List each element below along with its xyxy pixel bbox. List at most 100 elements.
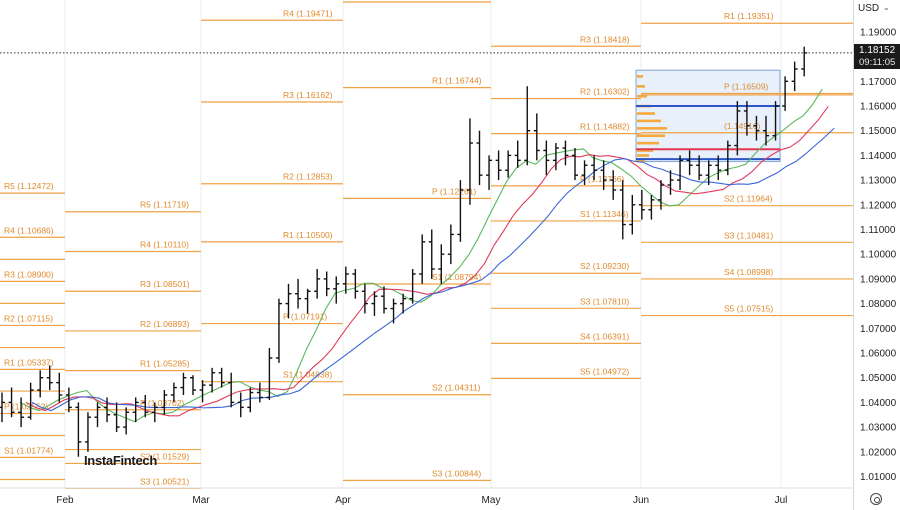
pivot-label: R3 (1.16162) [283,90,333,100]
y-tick-label: 1.15000 [860,126,897,137]
volume-profile-bar [637,159,645,162]
current-price: 1.18152 [859,45,896,56]
ohlc-bar [0,392,5,423]
volume-profile-bar [637,127,667,130]
watermark-logo: InstaFintech [84,453,157,468]
pivot-label: R5 (1.12472) [4,181,54,191]
pivot-label: R1 (1.19351) [724,11,774,21]
volume-profile-bar [637,112,655,115]
y-tick-label: 1.14000 [860,151,897,162]
ohlc-bar [476,130,483,186]
y-tick-label: 1.04000 [860,398,897,409]
ohlc-bar [505,150,512,178]
x-tick-label: Apr [335,495,351,506]
ohlc-bar [581,160,588,186]
price-axis-panel[interactable] [853,0,900,510]
ohlc-bar [715,155,722,181]
pivot-label: R3 (1.08501) [140,279,190,289]
ohlc-bar [170,382,177,403]
ohlc-bar [667,170,674,195]
y-tick-label: 1.02000 [860,447,897,458]
ohlc-bar [686,150,693,176]
pivot-label: R1 (1.10500) [283,230,333,240]
ohlc-bar [199,380,206,403]
ohlc-bar [161,390,168,415]
pivot-label: R1 (1.16744) [432,76,482,86]
ohlc-bar [390,298,397,324]
pivot-label: S1 (1.08794) [432,272,481,282]
y-tick-label: 1.08000 [860,299,897,310]
y-tick-label: 1.13000 [860,176,897,187]
ohlc-bar [763,115,769,146]
ohlc-bar [677,155,684,190]
ohlc-bar [400,293,407,314]
y-tick-label: 1.03000 [860,423,897,434]
pivot-label: R1 (1.05285) [140,359,190,369]
volume-profile-bar [637,154,649,157]
ohlc-bar [791,61,798,92]
ohlc-bar [237,392,244,418]
ohlc-bar [753,115,760,141]
volume-profile-bar [637,85,645,88]
bar-countdown: 09:11:05 [859,57,896,68]
x-tick-label: Jun [633,495,649,506]
pivot-label: R3 (1.18418) [580,34,630,44]
pivot-label: R1 (1.14882) [580,122,630,132]
ohlc-bar [342,266,349,294]
ohlc-bar [18,397,25,428]
y-tick-label: 1.11000 [860,225,896,236]
y-tick-label: 1.06000 [860,349,897,360]
ohlc-bar [457,180,464,242]
volume-profile-bar [637,134,665,138]
volume-profile-bar [637,94,647,98]
x-tick-label: Feb [56,495,74,506]
gear-icon[interactable] [870,493,882,505]
y-tick-label: 1.01000 [860,472,897,483]
pivot-label: S1 (1.01774) [4,445,53,455]
ohlc-bar [600,160,607,190]
pivot-label: R2 (1.12853) [283,172,333,182]
ohlc-bar [428,229,435,279]
price-chart[interactable]: R5 (1.12472) R4 (1.10686) R3 (1.08900) R2 (… [0,0,853,510]
ohlc-bar [151,402,158,423]
ohlc-bar [65,387,72,413]
pivot-label: S3 (1.00844) [432,468,481,478]
pivot-label: R4 (1.10110) [140,239,189,249]
chevron-down-icon[interactable]: ⌄ [883,3,890,12]
ohlc-bar [113,402,120,433]
ohlc-bar [190,375,196,395]
ohlc-bar [619,180,626,240]
x-tick-label: Jul [775,495,788,506]
pivot-levels: R5 (1.12472) R4 (1.10686) R3 (1.08900) R2 (… [0,1,853,489]
pivot-label: S3 (1.10481) [724,230,773,240]
ohlc-bar [466,118,473,205]
ohlc-bar [419,234,426,284]
x-axis: Feb Mar Apr May Jun Jul [0,487,853,506]
ohlc-bar [352,269,359,299]
pivot-label: S2 (1.04311) [432,383,481,393]
pivot-label: R3 (1.08900) [4,269,54,279]
ohlc-bar [629,194,636,235]
volume-profile-bar [637,75,643,78]
pivot-label: P (1.12766) [580,174,624,184]
ohlc-bar [562,140,569,166]
ohlc-bar [657,180,664,210]
ohlc-bar [75,402,82,457]
ohlc-bar [438,244,445,284]
ohlc-bar [323,271,330,297]
pivot-label: S4 (1.08998) [724,267,773,277]
ohlc-bar [610,170,617,200]
pivot-label: S4 (1.06391) [580,331,629,341]
ohlc-bar [27,382,34,420]
pivot-label: S2 (1.09230) [580,261,629,271]
pivot-label: R4 (1.10686) [4,225,54,235]
pivot-label: S1 (1.11346) [580,209,629,219]
ohlc-bar [333,276,340,304]
currency-selector[interactable]: USD [858,3,880,14]
pivot-label: P (1.03552) [4,401,48,411]
pivot-label: S5 (1.04972) [580,366,629,376]
pivot-label: P (1.07191) [283,312,327,322]
ohlc-bar [533,113,540,161]
ohlc-bar [209,367,216,393]
ohlc-bar [486,155,493,190]
